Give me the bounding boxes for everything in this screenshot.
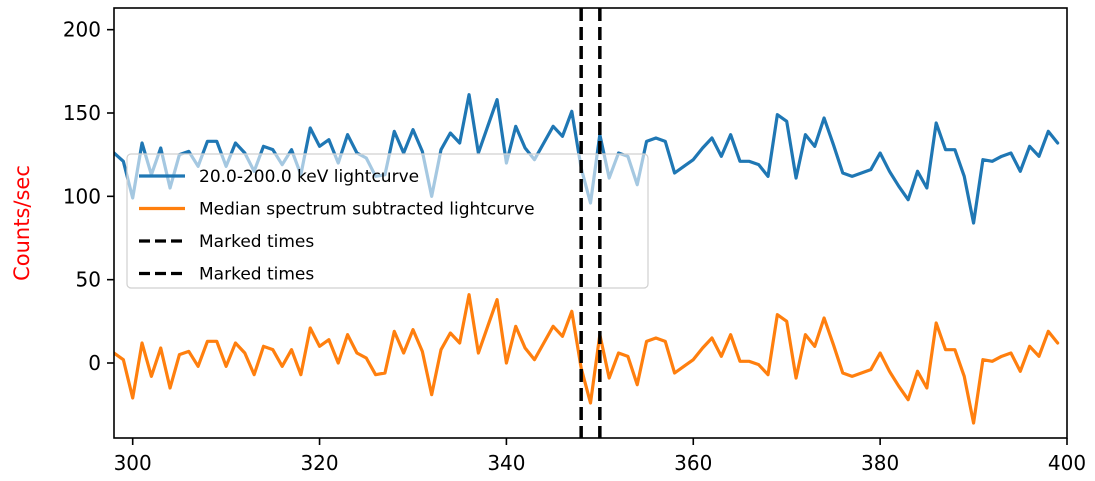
y-axis-label: Counts/sec [10, 165, 34, 281]
x-tick-label: 340 [487, 451, 525, 475]
y-tick-label: 0 [88, 351, 101, 375]
y-tick-label: 100 [63, 184, 101, 208]
x-tick-label: 400 [1048, 451, 1086, 475]
x-tick-label: 380 [861, 451, 899, 475]
legend: 20.0-200.0 keV lightcurve Median spectrum… [126, 153, 649, 289]
x-tick-label: 360 [674, 451, 712, 475]
y-tick-label: 200 [63, 18, 101, 42]
legend-label-3: Marked times [199, 232, 314, 252]
y-tick-label: 50 [76, 268, 101, 292]
x-tick-label: 300 [114, 451, 152, 475]
legend-label-1: 20.0-200.0 keV lightcurve [199, 167, 419, 187]
legend-label-4: Marked times [199, 265, 314, 285]
series-line-2 [114, 293, 1060, 425]
marked-times-lines [579, 8, 602, 438]
legend-frame [126, 153, 649, 289]
y-tick-label: 150 [63, 101, 101, 125]
legend-label-2: Median spectrum subtracted lightcurve [199, 200, 535, 220]
x-tick-label: 320 [300, 451, 338, 475]
axes-frame [113, 7, 1068, 439]
axes: 300 320 340 360 380 400 0 50 100 150 200 [63, 7, 1086, 475]
